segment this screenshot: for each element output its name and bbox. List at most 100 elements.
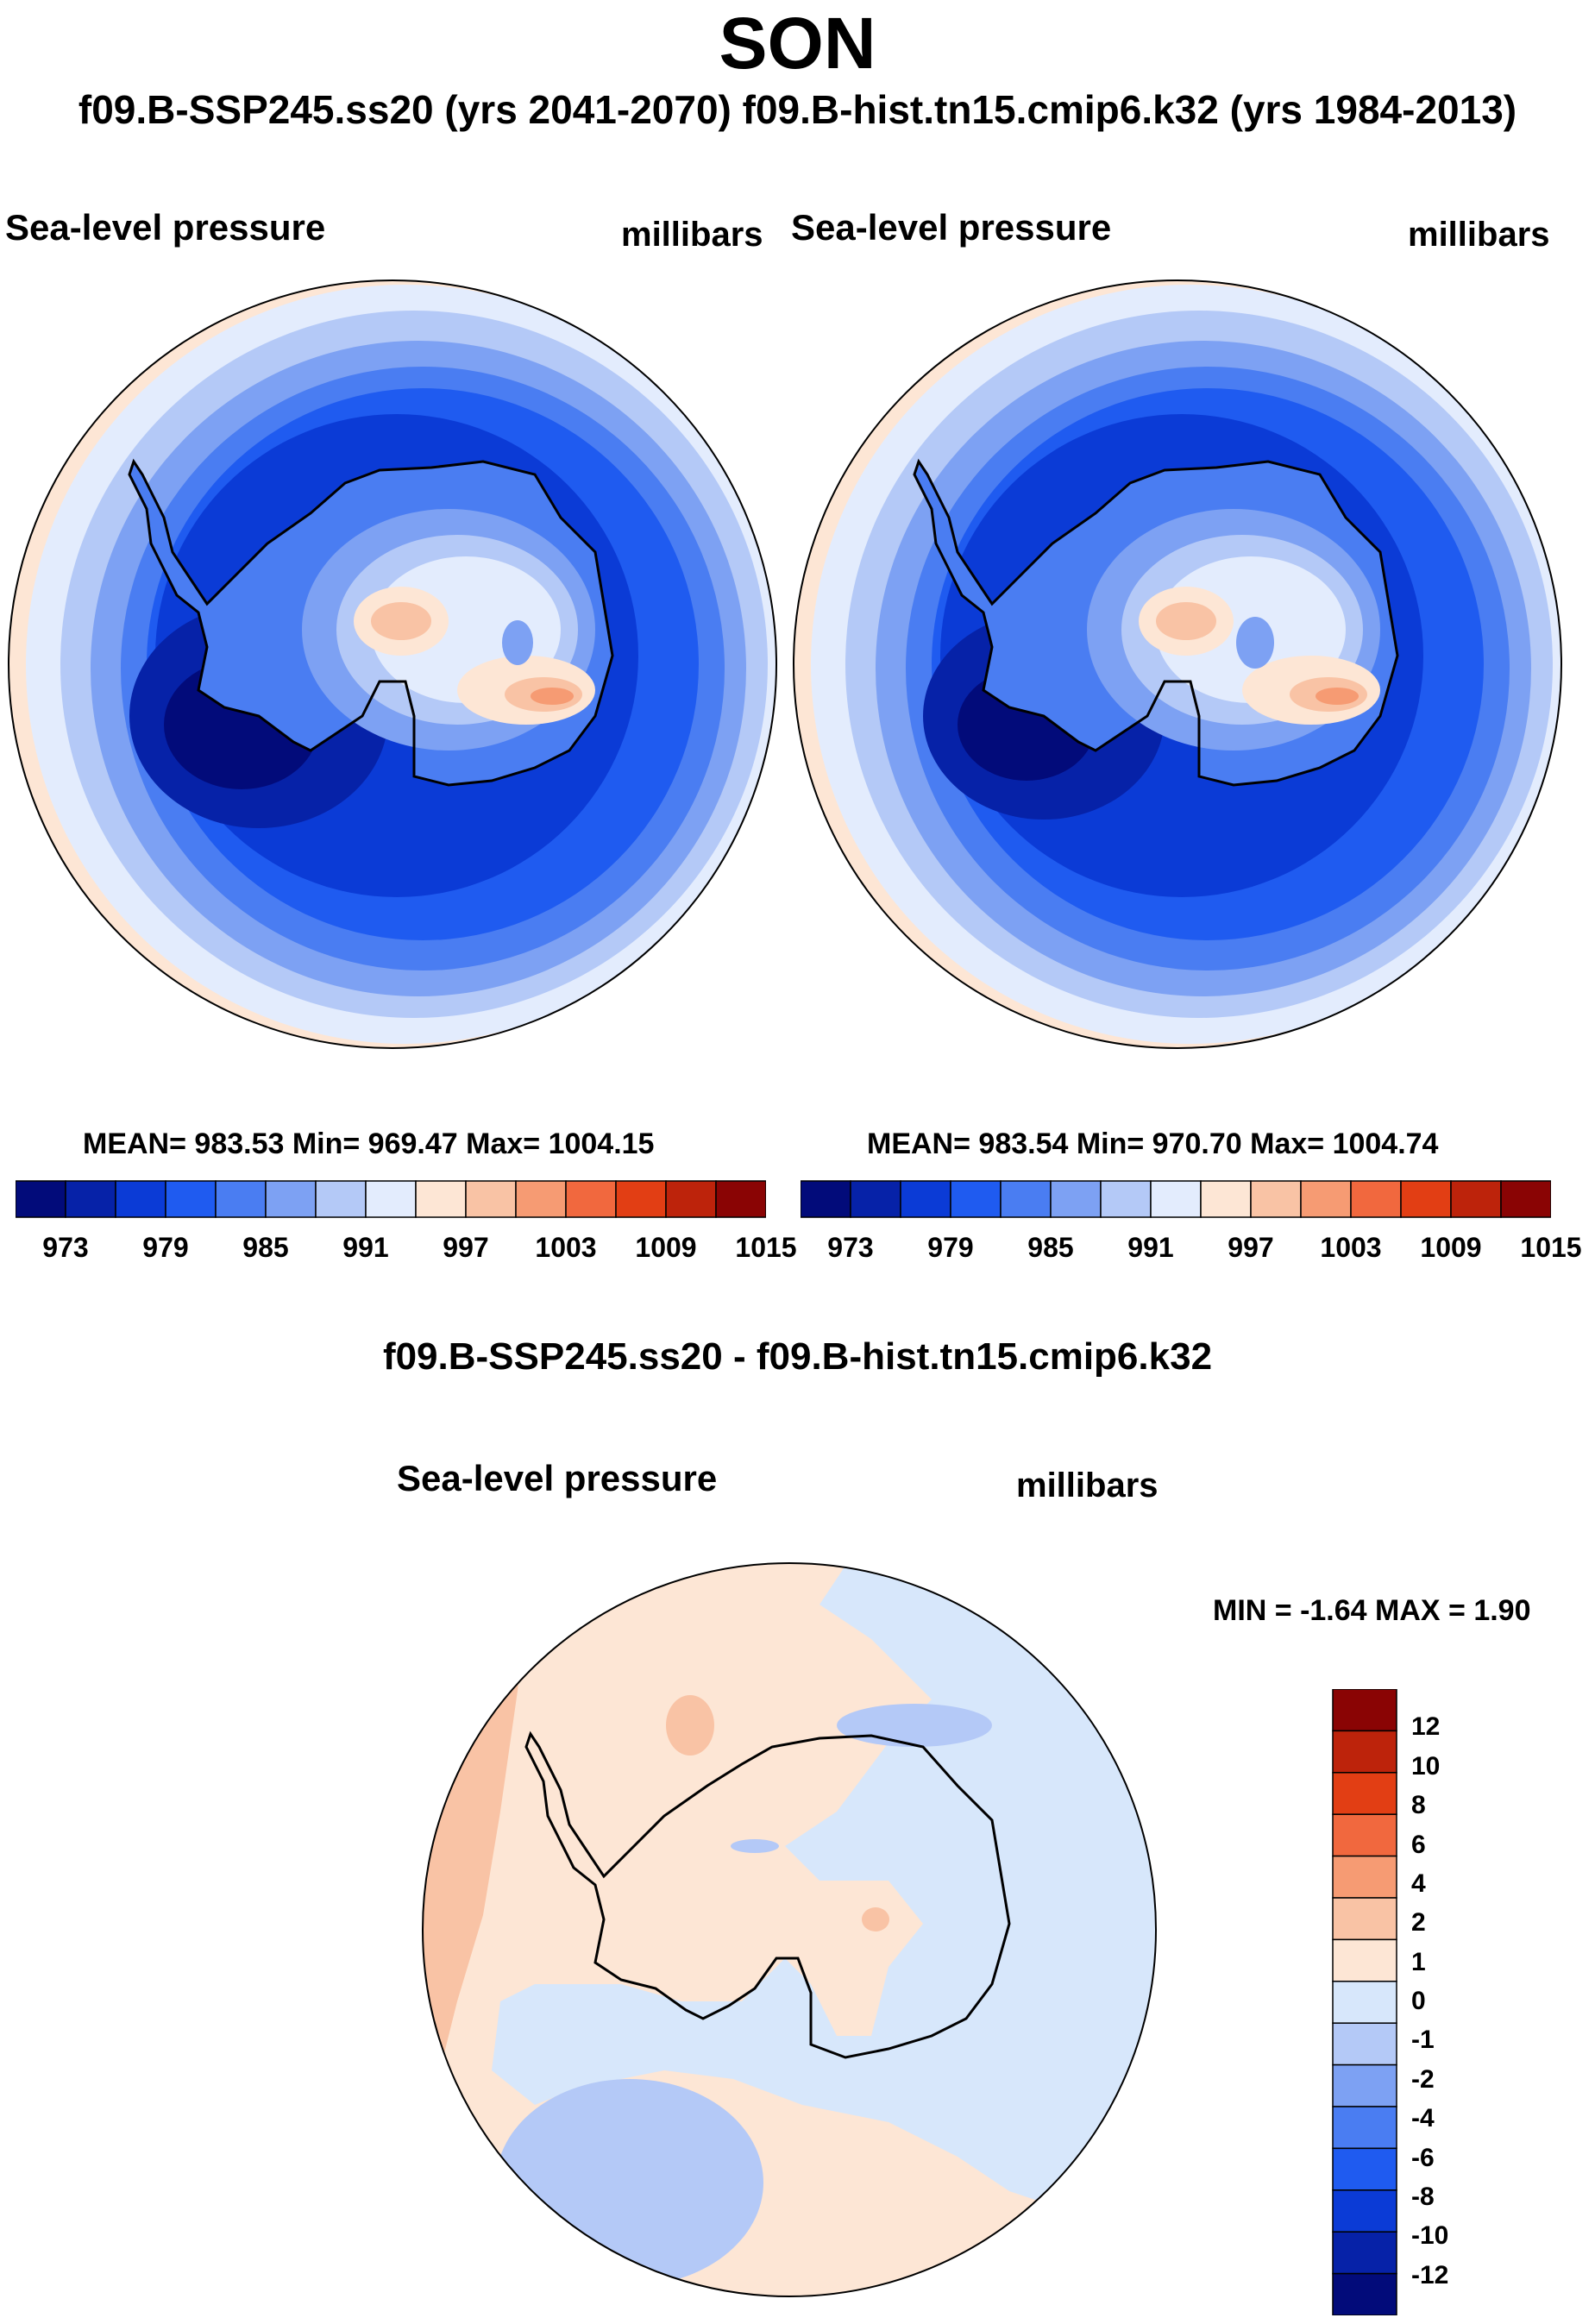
panel2-high	[1156, 602, 1216, 640]
panel1-high	[531, 688, 574, 705]
panel3-negative-patch	[837, 1704, 992, 1747]
panel1-title-left: Sea-level pressure	[5, 207, 326, 248]
colorbar-swatch	[715, 1180, 766, 1218]
colorbar-swatch	[1332, 1689, 1397, 1732]
colorbar-tick-label: 4	[1411, 1869, 1426, 1898]
colorbar-swatch	[415, 1180, 467, 1218]
colorbar-tick-label: 991	[342, 1232, 389, 1263]
colorbar-swatch	[65, 1180, 116, 1218]
colorbar-swatch	[1332, 1897, 1397, 1941]
colorbar-swatch	[165, 1180, 217, 1218]
panel2-stats: MEAN= 983.54 Min= 970.70 Max= 1004.74	[867, 1127, 1439, 1160]
panel3-map	[422, 1562, 1157, 2297]
figure-title: SON	[719, 3, 876, 84]
panel2-title-right: millibars	[1408, 216, 1550, 254]
colorbar-swatch	[1000, 1180, 1052, 1218]
panel2-colorbar-ticks: 973 979 985 991 997 1003 1009 1015	[801, 1232, 1581, 1266]
colorbar-swatch	[1450, 1180, 1502, 1218]
panel2-title-left: Sea-level pressure	[791, 207, 1112, 248]
colorbar-swatch	[1350, 1180, 1402, 1218]
colorbar-swatch	[465, 1180, 517, 1218]
colorbar-swatch	[1332, 1813, 1397, 1857]
colorbar-tick-label: -6	[1411, 2143, 1435, 2172]
colorbar-swatch	[850, 1180, 901, 1218]
colorbar-tick-label: 6	[1411, 1830, 1426, 1859]
colorbar-swatch	[1250, 1180, 1302, 1218]
colorbar-swatch	[1050, 1180, 1102, 1218]
colorbar-tick-label: 1009	[635, 1232, 697, 1263]
panel1-border	[8, 280, 777, 1049]
colorbar-tick-label: 1009	[1420, 1232, 1482, 1263]
colorbar-swatch	[115, 1180, 166, 1218]
colorbar-tick-label: 979	[927, 1232, 974, 1263]
colorbar-tick-label: 1003	[1320, 1232, 1382, 1263]
panel1-colorbar-ticks: 973 979 985 991 997 1003 1009 1015	[16, 1232, 796, 1266]
panel3-colorbar	[1332, 1689, 1397, 2315]
colorbar-swatch	[1332, 1730, 1397, 1774]
colorbar-tick-label: 1	[1411, 1947, 1426, 1976]
panel2-dip	[1236, 617, 1274, 669]
panel1-high	[371, 602, 431, 640]
colorbar-tick-label: -1	[1411, 2026, 1435, 2055]
colorbar-tick-label: 12	[1411, 1712, 1441, 1742]
panel3-negative-patch	[496, 2079, 763, 2286]
colorbar-swatch	[1100, 1180, 1152, 1218]
colorbar-tick-label: 1003	[535, 1232, 597, 1263]
colorbar-swatch	[515, 1180, 567, 1218]
panel3-positive-patch	[666, 1695, 714, 1756]
colorbar-tick-label: -8	[1411, 2182, 1435, 2211]
panel3-title-left: Sea-level pressure	[397, 1458, 718, 1498]
colorbar-swatch	[1332, 2147, 1397, 2191]
colorbar-tick-label: 1015	[1520, 1232, 1582, 1263]
colorbar-tick-label: 8	[1411, 1791, 1426, 1820]
colorbar-swatch	[16, 1180, 66, 1218]
colorbar-swatch	[1200, 1180, 1252, 1218]
colorbar-swatch	[1400, 1180, 1452, 1218]
colorbar-swatch	[365, 1180, 417, 1218]
colorbar-tick-label: 979	[142, 1232, 189, 1263]
colorbar-tick-label: 973	[42, 1232, 89, 1263]
colorbar-tick-label: -10	[1411, 2221, 1449, 2251]
panel2-colorbar	[801, 1180, 1551, 1218]
panel2-high	[1316, 688, 1359, 705]
colorbar-swatch	[1150, 1180, 1202, 1218]
panel3-negative-patch	[731, 1839, 779, 1853]
panel2-map	[793, 280, 1562, 1049]
colorbar-swatch	[665, 1180, 717, 1218]
panel1-dip	[502, 620, 533, 665]
colorbar-tick-label: 997	[443, 1232, 489, 1263]
colorbar-tick-label: -2	[1411, 2064, 1435, 2094]
colorbar-swatch	[1500, 1180, 1551, 1218]
colorbar-tick-label: 10	[1411, 1751, 1441, 1781]
colorbar-tick-label: 1015	[735, 1232, 797, 1263]
colorbar-swatch	[1332, 2063, 1397, 2107]
panel1-map	[8, 280, 777, 1049]
colorbar-tick-label: 973	[827, 1232, 874, 1263]
colorbar-swatch	[315, 1180, 367, 1218]
panel3-title-right: millibars	[1016, 1467, 1159, 1504]
colorbar-swatch	[900, 1180, 951, 1218]
panel1-stats: MEAN= 983.53 Min= 969.47 Max= 1004.15	[83, 1127, 655, 1160]
colorbar-swatch	[1332, 1855, 1397, 1899]
colorbar-swatch	[565, 1180, 617, 1218]
colorbar-swatch	[1300, 1180, 1352, 1218]
panel2-border	[793, 280, 1562, 1049]
panel3-negative-region	[492, 1563, 1156, 2208]
colorbar-swatch	[1332, 2231, 1397, 2275]
colorbar-swatch	[265, 1180, 317, 1218]
panel3-minmax: MIN = -1.64 MAX = 1.90	[1213, 1594, 1531, 1627]
panel3-positive-patch	[862, 1907, 889, 1931]
colorbar-swatch	[215, 1180, 267, 1218]
colorbar-swatch	[1332, 1981, 1397, 2024]
panel1-title-right: millibars	[621, 216, 763, 254]
panel1-colorbar	[16, 1180, 766, 1218]
panel3-border	[422, 1562, 1157, 2297]
colorbar-swatch	[1332, 2106, 1397, 2150]
colorbar-tick-label: 991	[1127, 1232, 1174, 1263]
colorbar-tick-label: 997	[1228, 1232, 1274, 1263]
colorbar-swatch	[615, 1180, 667, 1218]
colorbar-swatch	[1332, 2272, 1397, 2315]
colorbar-tick-label: 985	[242, 1232, 289, 1263]
colorbar-tick-label: 2	[1411, 1908, 1426, 1938]
colorbar-swatch	[1332, 2189, 1397, 2233]
